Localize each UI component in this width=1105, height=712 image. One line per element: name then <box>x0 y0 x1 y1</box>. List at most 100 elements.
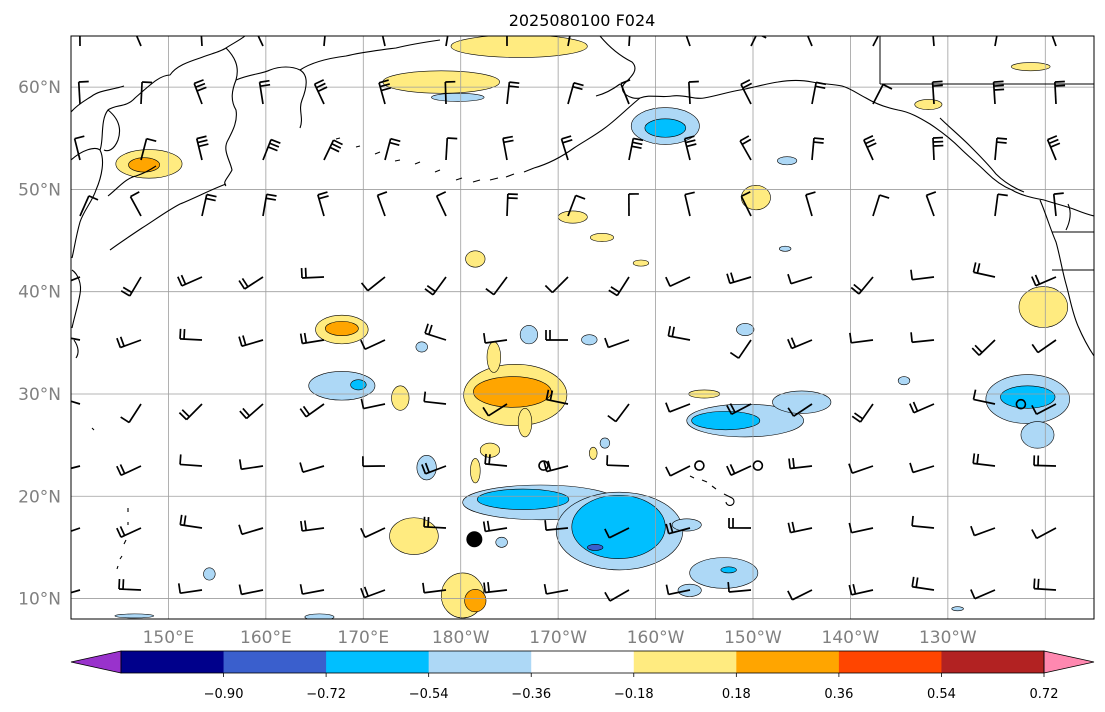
wind-barb <box>483 582 508 594</box>
political-borders <box>879 36 1094 271</box>
wind-barb <box>932 136 944 161</box>
wind-barb <box>848 584 874 596</box>
wind-barb <box>1033 578 1057 591</box>
wind-barb <box>362 456 386 468</box>
anomaly-region-17 <box>1018 286 1068 328</box>
wind-barb <box>972 262 996 278</box>
anomaly-region-25 <box>473 376 552 408</box>
x-tick-label: 160°E <box>240 628 292 648</box>
wind-barb <box>201 193 217 217</box>
anomaly-region-49 <box>599 437 611 449</box>
wind-barb <box>1031 527 1057 540</box>
wind-barb <box>483 332 508 344</box>
wind-barb <box>482 403 508 417</box>
wind-barb <box>423 391 447 405</box>
anomaly-region-48 <box>720 566 737 574</box>
colorbar-segment <box>736 651 840 673</box>
wind-barb <box>421 462 447 475</box>
wind-barb <box>994 36 998 47</box>
wind-barb <box>79 195 99 217</box>
wind-barb <box>665 522 691 535</box>
wind-barb <box>195 135 209 161</box>
wind-barb <box>1046 135 1061 161</box>
wind-barbs <box>71 36 1066 602</box>
wind-barb <box>422 582 447 594</box>
wind-barb <box>239 403 264 420</box>
wind-barb <box>911 576 935 591</box>
wind-barb <box>120 276 142 297</box>
wind-barb <box>506 81 520 105</box>
anomaly-region-19 <box>350 379 367 391</box>
x-tick-label: 160°W <box>627 628 685 648</box>
anomaly-region-57 <box>951 606 964 612</box>
wind-barb <box>806 36 813 47</box>
wind-barb <box>435 191 447 217</box>
anomaly-region-45 <box>671 518 702 532</box>
y-tick-label: 20°N <box>18 487 61 507</box>
wind-barb <box>910 332 935 344</box>
wind-barb <box>1054 80 1066 105</box>
wind-barb <box>971 339 996 356</box>
x-tick-label: 180°W <box>432 628 490 648</box>
wind-barb <box>805 191 816 217</box>
wind-barb <box>238 584 264 596</box>
y-axis-labels: 10°N 20°N 30°N 40°N 50°N 60°N <box>18 78 61 609</box>
anomaly-region-53 <box>464 589 487 613</box>
wind-barb <box>1033 455 1057 467</box>
wind-barb <box>787 403 813 417</box>
wind-barb <box>667 325 691 341</box>
map-plot-area <box>71 36 1094 619</box>
wind-barb <box>299 462 325 473</box>
wind-barb <box>628 193 639 217</box>
wind-barb <box>129 191 142 217</box>
colorbar-segment <box>223 651 327 673</box>
wind-barb <box>925 191 937 217</box>
wind-barb <box>970 525 996 537</box>
wind-barb <box>317 191 329 217</box>
x-tick-label: 170°E <box>337 628 389 648</box>
wind-barb <box>381 36 386 47</box>
anomaly-region-51 <box>389 517 439 555</box>
wind-barb <box>506 193 518 217</box>
wind-barb <box>1052 192 1064 217</box>
wind-barb <box>238 459 264 471</box>
anomaly-region-5 <box>914 99 943 110</box>
wind-barb <box>238 524 264 536</box>
anomaly-region-26 <box>517 408 533 438</box>
wind-barb <box>118 578 142 591</box>
wind-barb <box>863 135 877 161</box>
wind-barb <box>140 81 153 105</box>
anomaly-region-14 <box>632 259 650 267</box>
wind-barb <box>116 526 142 538</box>
open-station-marker <box>538 460 549 471</box>
wind-barb <box>484 453 508 467</box>
anomaly-region-32 <box>589 446 598 460</box>
wind-barb <box>787 337 813 350</box>
colorbar-segment <box>121 651 225 673</box>
colorbar-extend-high <box>1043 650 1095 674</box>
wind-barb <box>1051 36 1057 47</box>
wind-barb <box>604 527 630 539</box>
wind-barb <box>544 520 569 531</box>
wind-barb <box>728 517 752 529</box>
wind-barb <box>545 329 569 341</box>
colorbar-tick-label: −0.54 <box>409 687 449 702</box>
wind-barb <box>740 191 752 217</box>
wind-barb <box>300 267 325 279</box>
anomaly-region-9 <box>777 156 798 166</box>
wind-barb <box>872 83 893 105</box>
colorbar-segment <box>531 651 635 673</box>
wind-barb <box>116 336 142 349</box>
wind-barb <box>992 80 1005 105</box>
wind-barb <box>238 276 264 290</box>
wind-barb <box>620 79 631 105</box>
colorbar-tick-label: −0.18 <box>614 687 654 702</box>
wind-barb <box>179 514 203 529</box>
wind-barb <box>972 453 996 467</box>
wind-barb <box>200 36 203 47</box>
y-tick-label: 10°N <box>18 590 61 610</box>
anomaly-shading <box>114 36 1070 619</box>
anomaly-region-37 <box>1000 385 1056 409</box>
y-tick-label: 40°N <box>18 283 61 303</box>
